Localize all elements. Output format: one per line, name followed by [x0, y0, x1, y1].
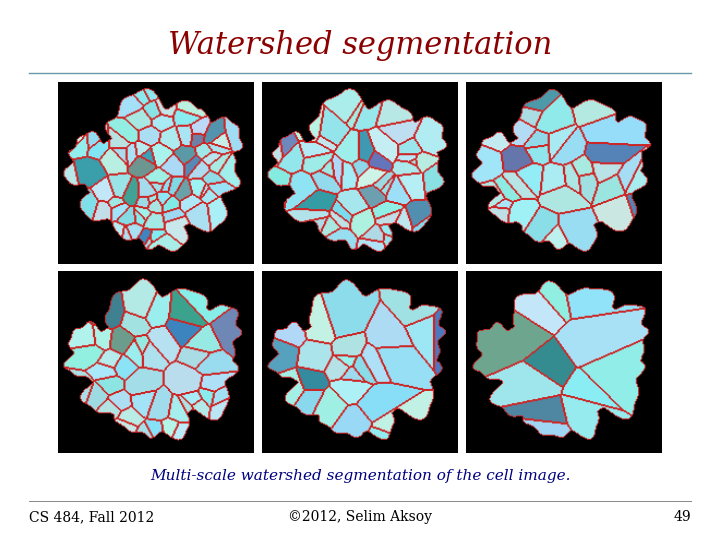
Text: 49: 49	[674, 510, 691, 524]
Text: Multi-scale watershed segmentation of the cell image.: Multi-scale watershed segmentation of th…	[150, 469, 570, 483]
Text: CS 484, Fall 2012: CS 484, Fall 2012	[29, 510, 154, 524]
Text: Watershed segmentation: Watershed segmentation	[168, 30, 552, 60]
Text: ©2012, Selim Aksoy: ©2012, Selim Aksoy	[288, 510, 432, 524]
